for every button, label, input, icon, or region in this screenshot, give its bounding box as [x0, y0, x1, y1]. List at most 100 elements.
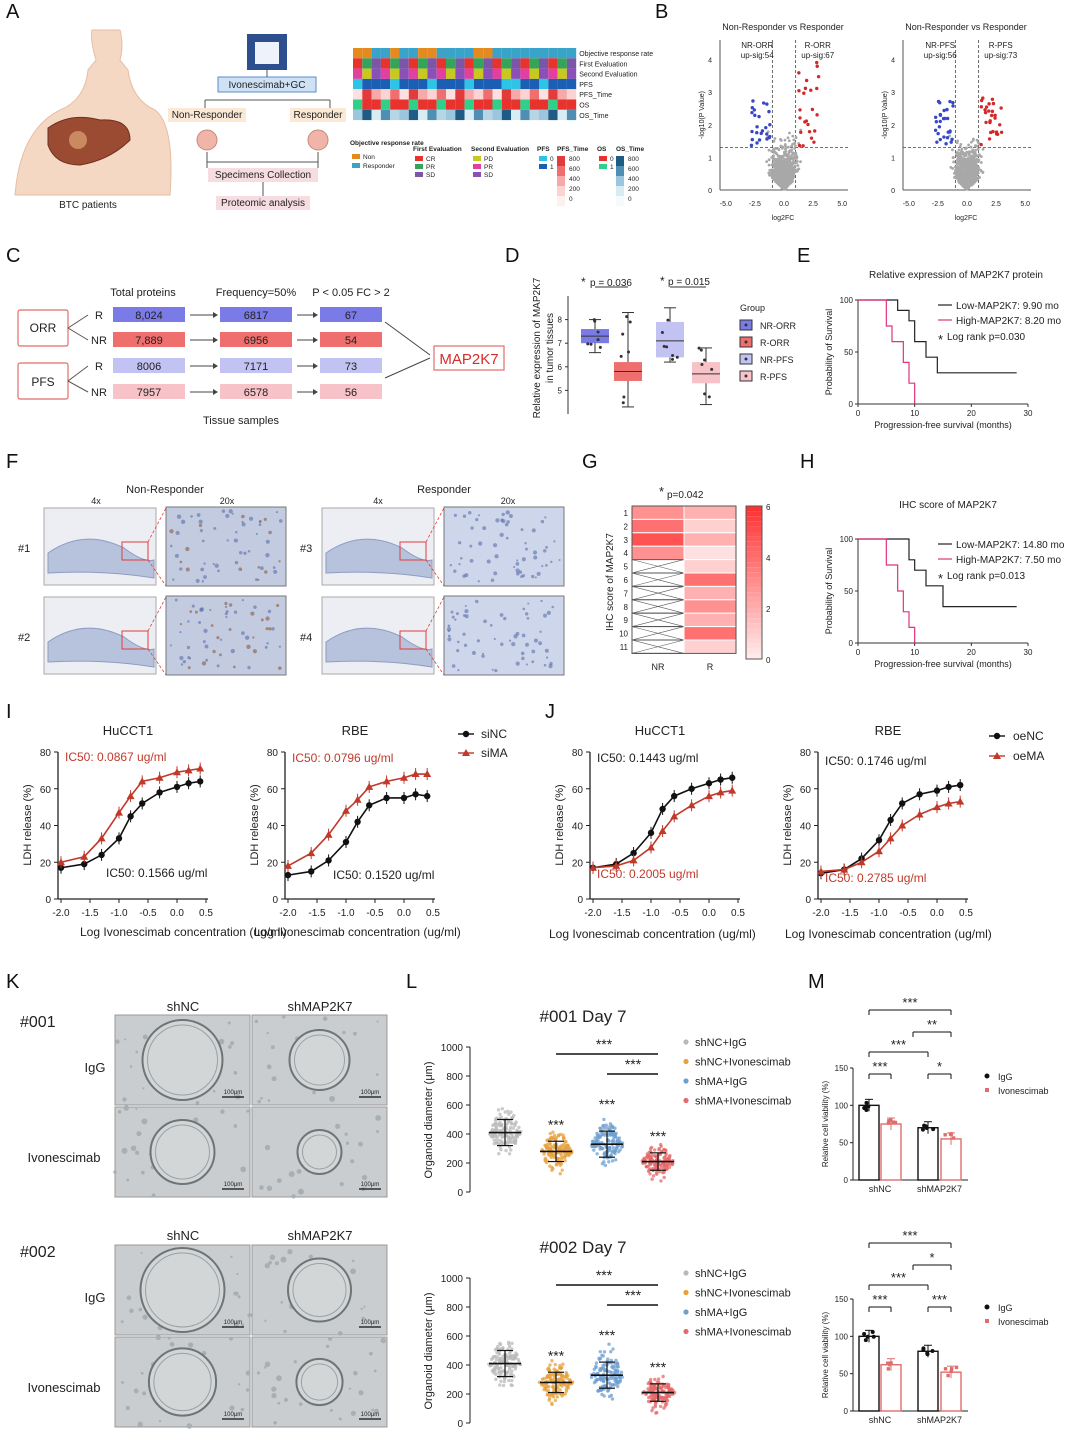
volcano-point	[951, 148, 954, 152]
cell-nucleus	[483, 619, 487, 624]
volcano-point	[952, 160, 956, 164]
debris	[327, 1336, 333, 1341]
organoid-point	[649, 1386, 653, 1391]
volcano-point-nr	[749, 143, 754, 148]
sig-star: *	[659, 484, 664, 499]
volcano-point-r	[988, 120, 992, 125]
volcano-point	[959, 164, 963, 168]
x-tick: 0.5	[199, 908, 213, 919]
data-point	[949, 1132, 953, 1136]
debris	[195, 1100, 200, 1105]
y-tick: 3	[708, 90, 712, 97]
heatmap-cell	[455, 48, 465, 59]
debris	[296, 1169, 302, 1174]
data-point	[621, 401, 625, 405]
heatmap-cell	[520, 89, 530, 100]
heatmap-cell	[427, 99, 437, 110]
volcano-point-nr	[933, 128, 938, 132]
cell-nucleus	[244, 635, 250, 640]
volcano-point	[948, 134, 951, 138]
volcano-point	[799, 128, 803, 132]
organoid-point	[497, 1152, 501, 1156]
cell-nucleus	[481, 654, 485, 658]
panel-letter-f: F	[6, 451, 18, 473]
debris	[348, 1387, 352, 1390]
volcano-point	[964, 154, 968, 158]
sample-id: #2	[18, 632, 30, 644]
debris	[287, 1249, 293, 1255]
color-scale-step	[746, 628, 762, 634]
cell-nucleus	[513, 634, 518, 639]
organoid-point	[503, 1110, 507, 1114]
volcano-point	[778, 178, 782, 182]
debris	[247, 1313, 252, 1318]
volcano-point	[976, 147, 980, 151]
heatmap-cell	[380, 99, 391, 110]
cell-nucleus	[553, 540, 556, 543]
volcano-point	[793, 164, 797, 168]
volcano-point	[774, 169, 778, 173]
cell-nucleus	[543, 663, 547, 667]
heatmap-row-label: OS_Time	[579, 113, 608, 120]
volcano-point	[780, 169, 784, 173]
debris	[158, 1419, 162, 1423]
organoid	[147, 1347, 218, 1417]
cell-nucleus	[544, 516, 547, 519]
heatmap-cell	[371, 78, 381, 90]
debris	[138, 1307, 143, 1312]
organoid-point	[667, 1382, 671, 1387]
data-point	[97, 834, 106, 842]
volcano-point-nr	[751, 99, 755, 103]
organoid-point	[615, 1361, 620, 1365]
cell-nucleus	[508, 639, 512, 642]
cell-nucleus	[191, 604, 195, 608]
y-tick: 20	[572, 858, 584, 869]
heatmap-cell	[683, 545, 737, 561]
cell-nucleus	[551, 605, 554, 609]
branch-line	[67, 314, 89, 329]
organoid-point	[558, 1388, 562, 1392]
organoid-point	[489, 1357, 494, 1362]
volcano-point	[786, 156, 790, 160]
volcano-point-r	[987, 137, 992, 141]
data-point	[930, 1348, 935, 1353]
organoid-point	[509, 1120, 513, 1124]
scale-label: 100μm	[224, 1182, 242, 1188]
data-point	[626, 350, 630, 354]
volcano-point	[958, 170, 962, 174]
cell-nucleus	[228, 628, 232, 631]
heatmap-cell	[371, 58, 381, 69]
gradient-step	[616, 186, 624, 196]
organoid-point	[613, 1135, 618, 1139]
heatmap-cell	[390, 89, 400, 100]
volcano-point-nr	[949, 140, 953, 144]
heatmap-cell	[683, 626, 737, 641]
volcano-point-nr	[755, 131, 759, 135]
volcano-point	[969, 163, 973, 167]
data-point	[382, 777, 391, 785]
cell-nucleus	[464, 573, 469, 578]
volcano-point	[958, 180, 962, 184]
volcano-point-r	[810, 107, 815, 112]
volcano-point	[768, 168, 772, 172]
heatmap-cell	[408, 68, 419, 79]
color-scale-step	[746, 516, 762, 522]
ic50-red-label: IC50: 0.0867 ug/ml	[65, 750, 166, 764]
column-header: P < 0.05 FC > 2	[312, 287, 389, 299]
organoid-point	[512, 1375, 516, 1379]
legend-label: R-PFS	[760, 372, 787, 382]
volcano-point	[768, 173, 771, 177]
debris	[268, 1260, 272, 1265]
volcano-point	[774, 180, 778, 184]
volcano-point	[963, 182, 967, 186]
heatmap-row-label: PFS	[579, 82, 593, 89]
cell-nucleus	[521, 633, 526, 638]
volcano-point	[981, 147, 985, 151]
cell-nucleus	[531, 649, 536, 654]
heatmap-cell	[436, 99, 446, 110]
volcano-point	[779, 160, 783, 164]
cell-nucleus	[545, 545, 548, 549]
volcano-point	[783, 178, 786, 182]
legend-title: First Evaluation	[413, 146, 462, 153]
cell-nucleus	[260, 618, 264, 622]
